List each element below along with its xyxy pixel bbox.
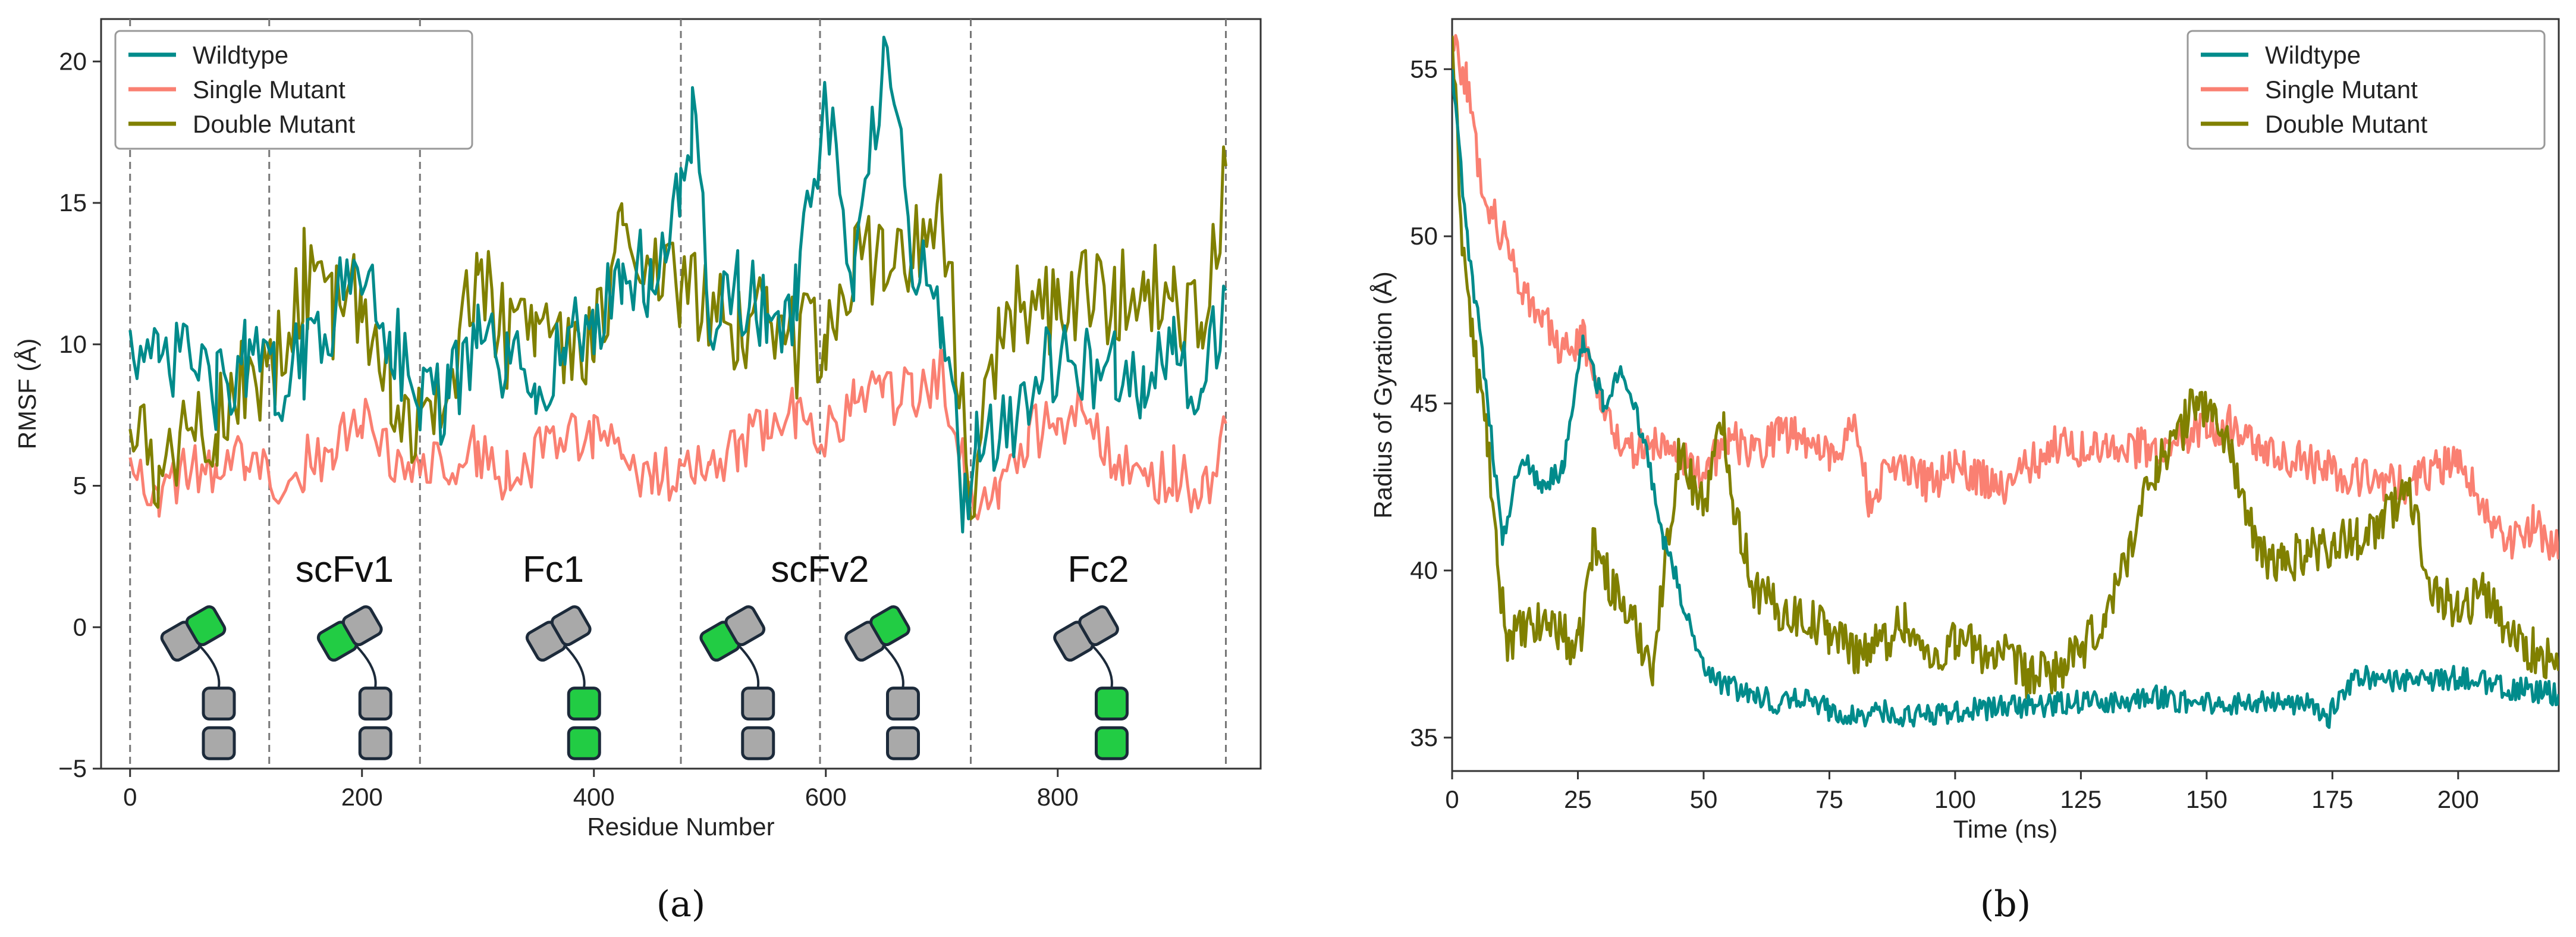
panel-b-y-axis-label: Radius of Gyration (Å) — [1369, 271, 1397, 519]
y-tick-label: 45 — [1410, 389, 1438, 417]
panel-a-x-axis-label: Residue Number — [587, 813, 774, 841]
y-tick-label: 50 — [1410, 222, 1438, 250]
panel-b-plot-frame — [1451, 18, 2560, 772]
legend-label-double-mutant: Double Mutant — [2265, 110, 2427, 138]
domain-block — [358, 726, 392, 760]
region-label-fc2: Fc2 — [1067, 549, 1129, 590]
region-label-scfv2: scFv2 — [771, 549, 869, 590]
panel-a-domain-cartoons — [160, 605, 1129, 760]
legend-label-double-mutant: Double Mutant — [193, 110, 355, 138]
domain-cartoon — [699, 605, 775, 760]
domain-block — [886, 687, 920, 721]
legend-label-wildtype: Wildtype — [2265, 41, 2361, 69]
domain-block — [1095, 687, 1129, 721]
domain-linker — [564, 645, 586, 687]
region-label-scfv1: scFv1 — [296, 549, 394, 590]
panel-b-x-axis-label: Time (ns) — [1953, 815, 2058, 843]
x-tick-label: 600 — [805, 783, 847, 811]
domain-block — [341, 605, 383, 647]
x-tick-label: 800 — [1037, 783, 1079, 811]
x-tick-label: 25 — [1564, 785, 1592, 813]
domain-block — [185, 605, 227, 647]
x-tick-label: 200 — [2437, 785, 2479, 813]
domain-linker — [883, 645, 904, 687]
panel-b-rg-chart: 0 25 50 75 100 125 150 175 200 35 40 45 50 55 Time (… — [1369, 18, 2560, 843]
region-label-fc1: Fc1 — [523, 549, 584, 590]
domain-block — [202, 687, 236, 721]
domain-cartoon — [160, 605, 236, 760]
x-tick-label: 0 — [1445, 785, 1459, 813]
y-tick-label: 40 — [1410, 556, 1438, 584]
panel-a-rmsf-chart: scFv1 Fc1 scFv2 Fc2 0 200 400 600 800 −5 0 5 10 15 2… — [13, 18, 1262, 841]
domain-block — [741, 726, 775, 760]
panel-a-legend: Wildtype Single Mutant Double Mutant — [114, 30, 473, 150]
domain-block — [1078, 605, 1119, 647]
x-tick-label: 50 — [1690, 785, 1718, 813]
panel-b-y-ticks: 35 40 45 50 55 — [1410, 55, 1452, 751]
panel-a-series-lines — [128, 36, 1227, 534]
domain-block — [724, 605, 766, 647]
series-line-wildtype — [1452, 69, 2559, 729]
y-tick-label: 55 — [1410, 55, 1438, 83]
series-line-single-mutant — [128, 349, 1227, 521]
panel-b-label: (b) — [1980, 883, 2031, 925]
domain-linker — [1092, 645, 1113, 687]
domain-block — [202, 726, 236, 760]
x-tick-label: 125 — [2060, 785, 2101, 813]
domain-cartoon — [844, 605, 920, 760]
domain-cartoon — [1053, 605, 1129, 760]
series-line-double-mutant — [128, 145, 1227, 521]
legend-box — [2187, 30, 2546, 150]
domain-cartoon — [316, 605, 392, 760]
panel-a-label: (a) — [656, 883, 706, 925]
domain-block — [741, 687, 775, 721]
domain-block — [886, 726, 920, 760]
panel-b-legend: Wildtype Single Mutant Double Mutant — [2187, 30, 2546, 150]
domain-block — [869, 605, 910, 647]
x-tick-label: 100 — [1934, 785, 1976, 813]
series-line-wildtype — [128, 36, 1227, 534]
y-tick-label: −5 — [58, 754, 87, 782]
domain-block — [567, 726, 601, 760]
y-tick-label: 20 — [59, 47, 87, 75]
panel-a-x-ticks: 0 200 400 600 800 — [123, 769, 1079, 811]
domain-linker — [738, 645, 760, 687]
x-tick-label: 150 — [2186, 785, 2228, 813]
series-line-double-mutant — [1452, 35, 2559, 699]
series-line-single-mutant — [1452, 34, 2559, 561]
legend-label-single-mutant: Single Mutant — [193, 76, 345, 104]
y-tick-label: 0 — [73, 613, 87, 641]
panel-a-y-axis-label: RMSF (Å) — [13, 339, 41, 450]
domain-block — [550, 605, 592, 647]
y-tick-label: 15 — [59, 189, 87, 217]
domain-block — [1095, 726, 1129, 760]
x-tick-label: 0 — [123, 783, 137, 811]
x-tick-label: 200 — [341, 783, 383, 811]
legend-box — [114, 30, 473, 150]
domain-linker — [355, 645, 377, 687]
y-tick-label: 5 — [73, 472, 87, 500]
x-tick-label: 400 — [573, 783, 615, 811]
y-tick-label: 10 — [59, 330, 87, 358]
legend-label-wildtype: Wildtype — [193, 41, 288, 69]
panel-b-series-lines — [1452, 34, 2559, 729]
panel-a-y-ticks: −5 0 5 10 15 20 — [58, 47, 101, 782]
panel-b-x-ticks: 0 25 50 75 100 125 150 175 200 — [1445, 771, 2479, 813]
panel-a-region-labels: scFv1 Fc1 scFv2 Fc2 — [296, 549, 1129, 590]
y-tick-label: 35 — [1410, 723, 1438, 751]
domain-cartoon — [525, 605, 601, 760]
domain-linker — [199, 645, 221, 687]
x-tick-label: 175 — [2311, 785, 2353, 813]
x-tick-label: 75 — [1815, 785, 1843, 813]
domain-block — [358, 687, 392, 721]
legend-label-single-mutant: Single Mutant — [2265, 76, 2418, 104]
domain-block — [567, 687, 601, 721]
